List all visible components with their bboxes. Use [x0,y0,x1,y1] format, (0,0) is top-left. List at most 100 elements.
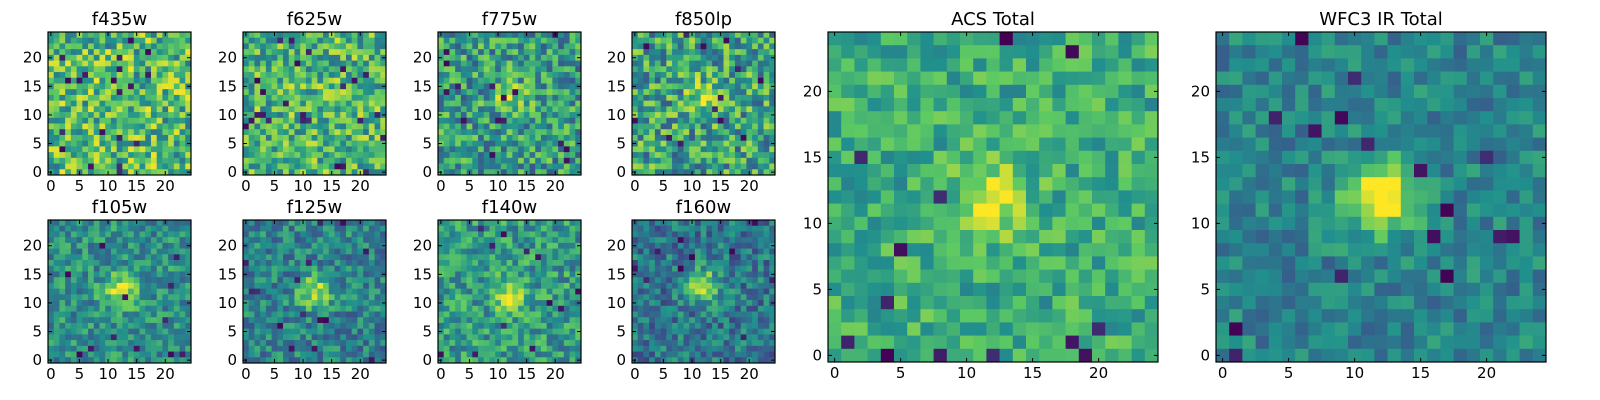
heatmap-cell [122,271,129,278]
heatmap-cell [649,37,656,44]
heatmap-cell [569,54,576,61]
heatmap-cell [340,60,347,67]
heatmap-cell [575,152,582,159]
heatmap-cell [672,152,679,159]
heatmap-cell [575,254,582,261]
heatmap-cell [717,72,724,79]
heatmap-cell [666,106,673,113]
heatmap-cell [380,260,387,267]
heatmap-cell [729,146,736,153]
heatmap-cell [763,77,770,84]
heatmap-cell [478,357,485,364]
heatmap-cell [495,260,502,267]
heatmap-cell [70,60,77,67]
heatmap-cell [763,49,770,56]
heatmap-cell [162,340,169,347]
heatmap-cell [99,54,106,61]
heatmap-cell [185,334,192,341]
heatmap-cell [649,112,656,119]
heatmap-cell [357,317,364,324]
heatmap-cell [472,322,479,330]
heatmap-cell [575,94,582,101]
heatmap-cell [740,32,747,39]
heatmap-cell [380,60,387,67]
heatmap-cell [769,163,776,170]
heatmap-cell [746,60,753,67]
heatmap-cell [110,32,117,39]
heatmap-cell [82,117,89,124]
heatmap-cell [552,334,559,341]
heatmap-cell [752,225,759,232]
heatmap-cell [700,129,707,136]
heatmap-cell [632,157,639,164]
heatmap-cell [529,260,536,267]
heatmap-cell [70,345,77,352]
heatmap-cell [563,66,570,73]
heatmap-cell [466,117,473,124]
heatmap-cell [495,140,502,147]
heatmap-cell [483,282,490,289]
heatmap-cell [128,112,135,119]
heatmap-cell [311,129,318,136]
heatmap-cell [150,134,158,142]
heatmap-cell [438,305,445,312]
heatmap-cell [518,265,525,272]
heatmap-cell [563,89,570,96]
heatmap-cell [500,254,507,261]
heatmap-cell [666,77,673,84]
heatmap-cell [70,152,77,159]
heatmap-cell [162,123,169,130]
heatmap-cell [105,112,112,119]
heatmap-cell [723,83,730,90]
heatmap-cell [179,242,186,249]
heatmap-cell [59,282,66,289]
heatmap-cell [351,94,358,101]
heatmap-cell [76,231,83,238]
heatmap-cell [59,294,66,301]
heatmap-cell [649,157,656,164]
heatmap-cell [70,163,77,170]
heatmap-cell [311,225,318,232]
heatmap-cell [734,100,742,107]
heatmap-cell [489,334,496,341]
heatmap-cell [254,60,261,67]
heatmap-cell [351,129,358,136]
heatmap-cell [558,123,565,130]
heatmap-cell [294,305,301,312]
heatmap-cell [506,83,513,90]
heatmap-cell [271,328,278,335]
heatmap-cell [156,100,163,107]
heatmap-cell [328,351,335,358]
heatmap-cell [173,322,180,330]
heatmap-cell [677,60,684,67]
heatmap-cell [277,237,284,244]
heatmap-cell [734,129,742,136]
heatmap-cell [305,32,312,39]
heatmap-cell [374,282,381,289]
heatmap-cell [162,288,169,295]
heatmap-cell [150,260,158,267]
heatmap-cell [88,54,95,61]
heatmap-cell [357,328,364,335]
heatmap-cell [334,242,341,249]
heatmap-cell [128,106,135,113]
heatmap-cell [133,237,140,244]
heatmap-cell [483,66,490,73]
heatmap-cell [368,54,375,61]
heatmap-cell [340,300,347,307]
heatmap-cell [48,157,55,164]
heatmap-cell [717,100,724,107]
heatmap-cell [305,89,312,96]
heatmap-cell [363,100,370,107]
heatmap-cell [260,140,267,147]
heatmap-cell [345,60,353,67]
heatmap-cell [637,146,644,153]
heatmap-cell [723,134,730,142]
heatmap-cell [168,300,175,307]
heatmap-cell [254,225,261,232]
heatmap-cell [558,322,565,330]
heatmap-cell [88,237,95,244]
heatmap-cell [145,277,152,284]
heatmap-cell [150,317,158,324]
heatmap-cell [122,254,129,261]
